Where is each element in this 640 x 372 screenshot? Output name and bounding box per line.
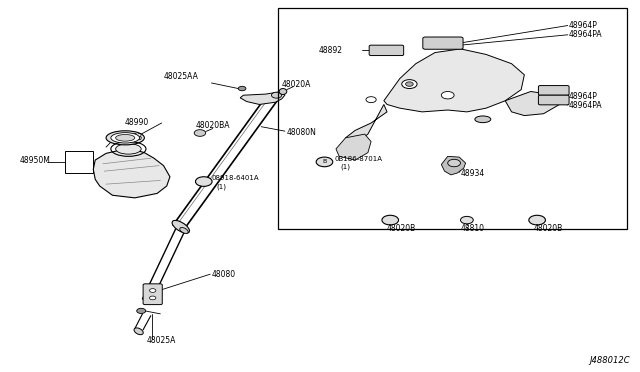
Polygon shape — [505, 92, 559, 116]
Text: 48020B: 48020B — [387, 224, 416, 233]
Text: (1): (1) — [216, 184, 227, 190]
Text: 48964P: 48964P — [569, 21, 598, 30]
Circle shape — [316, 157, 333, 167]
Polygon shape — [384, 49, 524, 112]
Text: N: N — [202, 179, 206, 184]
Text: 48025AA: 48025AA — [164, 72, 198, 81]
Text: 08918-6401A: 08918-6401A — [211, 175, 259, 181]
Polygon shape — [442, 156, 466, 175]
Circle shape — [150, 289, 156, 292]
Text: 0B186-8701A: 0B186-8701A — [334, 156, 382, 162]
Text: 48950M: 48950M — [20, 156, 51, 165]
Ellipse shape — [172, 220, 189, 233]
Bar — [278, 8, 627, 229]
Ellipse shape — [111, 133, 140, 143]
Text: B: B — [323, 160, 326, 164]
Polygon shape — [240, 92, 285, 105]
Text: 48080N: 48080N — [286, 128, 316, 137]
Text: 48892: 48892 — [319, 46, 343, 55]
Circle shape — [150, 296, 156, 300]
Circle shape — [529, 215, 545, 225]
Polygon shape — [336, 134, 371, 160]
Circle shape — [238, 86, 246, 91]
Text: 48964PA: 48964PA — [569, 30, 603, 39]
Text: 48020A: 48020A — [282, 80, 311, 89]
Circle shape — [442, 92, 454, 99]
Circle shape — [194, 130, 205, 137]
Text: 48080: 48080 — [211, 270, 236, 279]
Text: 48025A: 48025A — [147, 336, 175, 345]
FancyBboxPatch shape — [423, 37, 463, 49]
Circle shape — [271, 92, 282, 98]
Circle shape — [382, 215, 399, 225]
Ellipse shape — [116, 144, 141, 154]
Text: 48990: 48990 — [125, 118, 149, 127]
FancyBboxPatch shape — [538, 86, 569, 95]
Text: 48963: 48963 — [118, 133, 143, 142]
Ellipse shape — [106, 131, 145, 145]
FancyBboxPatch shape — [143, 284, 163, 305]
Circle shape — [402, 80, 417, 89]
Text: 48810: 48810 — [461, 224, 484, 233]
Polygon shape — [93, 149, 170, 198]
FancyBboxPatch shape — [369, 45, 404, 55]
Ellipse shape — [116, 135, 135, 141]
Ellipse shape — [279, 89, 287, 94]
Circle shape — [137, 308, 146, 314]
Text: J488012C: J488012C — [589, 356, 630, 365]
Polygon shape — [346, 105, 387, 145]
Circle shape — [448, 159, 461, 167]
Circle shape — [461, 217, 473, 224]
Text: 48934: 48934 — [461, 169, 484, 178]
Ellipse shape — [180, 228, 188, 233]
Text: 48020BA: 48020BA — [195, 122, 230, 131]
Text: (1): (1) — [340, 163, 351, 170]
Circle shape — [406, 82, 413, 86]
Circle shape — [195, 177, 212, 186]
Ellipse shape — [134, 328, 143, 335]
Text: 48020B: 48020B — [534, 224, 563, 233]
FancyBboxPatch shape — [538, 95, 569, 105]
Circle shape — [366, 97, 376, 103]
Ellipse shape — [475, 116, 491, 123]
Text: 48964PA: 48964PA — [569, 101, 603, 110]
Text: 48964P: 48964P — [569, 92, 598, 101]
Bar — [65, 151, 93, 173]
